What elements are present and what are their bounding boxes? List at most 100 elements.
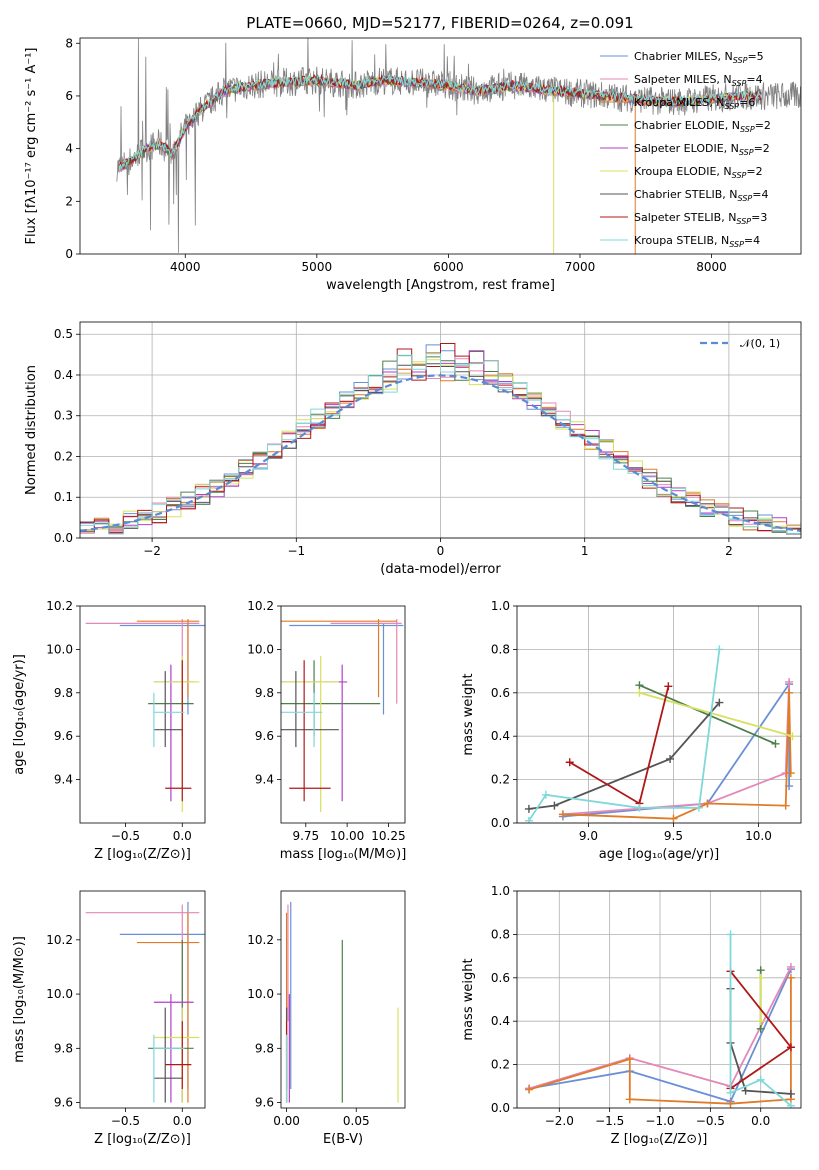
weight-marker	[715, 645, 724, 654]
legend-label: Kroupa ELODIE, NSSP=2	[634, 165, 763, 180]
legend-label: Chabrier MILES, NSSP=5	[634, 50, 764, 65]
legend-subscript: SSP	[736, 217, 751, 226]
legend-label: Kroupa STELIB, NSSP=4	[634, 234, 760, 249]
x-tick-label: 7000	[565, 260, 596, 274]
x-tick-label: 0.00	[273, 1114, 300, 1128]
weight-marker	[756, 1075, 765, 1084]
weight-marker	[786, 1043, 795, 1052]
y-tick-label: 9.6	[255, 1096, 274, 1110]
x-axis-label: wavelength [Angstrom, rest frame]	[326, 278, 555, 293]
y-tick-label: 9.8	[255, 686, 274, 700]
x-tick-label: 9.0	[579, 829, 598, 843]
weight-marker	[525, 1085, 534, 1094]
panel-residuals: −2 −1 0 1 2 0.0 0.1 0.2 0.3 0.4 0.5 (data-model)/er…	[24, 321, 802, 577]
legend-subscript: SSP	[740, 125, 755, 134]
weight-line-5	[528, 702, 721, 810]
y-tick-label: 1.0	[491, 884, 510, 898]
axes-frame	[280, 605, 406, 824]
weight-marker	[726, 1088, 735, 1097]
x-axis-label: age [log₁₀(age/yr)]	[599, 847, 720, 862]
panel-mass-age: 9.75 10.00 10.25 9.4 9.6 9.8 10.0 10.2 mass [log…	[247, 599, 406, 862]
legend-suffix: =5	[747, 50, 763, 63]
legend-suffix: =4	[744, 234, 760, 247]
legend-subscript: SSP	[732, 171, 747, 180]
legend-subscript: SSP	[738, 194, 753, 203]
legend-suffix: =3	[751, 211, 767, 224]
legend-suffix: =2	[754, 142, 770, 155]
legend-label: Chabrier ELODIE, NSSP=2	[634, 119, 771, 134]
panel-Z-age: −0.5 0.0 9.4 9.6 9.8 10.0 10.2 Z [log₁₀(Z/Z⊙)] a…	[12, 599, 206, 862]
figure-title: PLATE=0660, MJD=52177, FIBERID=0264, z=0…	[246, 14, 633, 32]
weight-marker	[664, 682, 673, 691]
weight-marker	[694, 803, 703, 812]
x-tick-label: 4000	[170, 260, 201, 274]
y-tick-label: 9.6	[54, 729, 73, 743]
y-tick-label: 9.8	[54, 686, 73, 700]
x-tick-label: 9.5	[664, 829, 683, 843]
weight-marker	[635, 688, 644, 697]
panel-spectrum: 4000 5000 6000 7000 8000 0 2 4 6 8 wavelength [Ang…	[24, 36, 802, 293]
x-axis-label: Z [log₁₀(Z/Z⊙)]	[94, 847, 191, 862]
y-tick-label: 0	[65, 247, 73, 261]
weight-marker	[703, 799, 712, 808]
plot-area-residuals	[80, 343, 801, 535]
y-axis-label: mass weight	[461, 958, 476, 1040]
y-tick-label: 0.2	[54, 449, 73, 463]
weight-line-2	[562, 692, 792, 820]
spectrum-legend: Chabrier MILES, NSSP=5 Salpeter MILES, NS…	[600, 50, 771, 249]
x-tick-label: −0.5	[696, 1114, 725, 1128]
y-tick-label: 0.8	[491, 927, 510, 941]
weight-marker	[715, 698, 724, 707]
weight-marker	[786, 1089, 795, 1098]
y-tick-label: 0.0	[491, 816, 510, 830]
plot-area-age-weight	[524, 645, 797, 823]
weight-marker	[524, 816, 533, 823]
legend-suffix: =4	[746, 73, 762, 86]
axes-frame	[280, 890, 406, 1109]
weight-marker	[756, 1024, 765, 1033]
weight-marker	[786, 973, 795, 982]
y-tick-label: 0.6	[491, 971, 510, 985]
y-tick-label: 0.8	[491, 642, 510, 656]
weight-marker	[741, 1086, 750, 1095]
x-tick-label: 6000	[433, 260, 464, 274]
legend-subscript: SSP	[739, 148, 754, 157]
weight-marker	[756, 1017, 765, 1026]
y-tick-label: 10.0	[247, 642, 274, 656]
x-tick-label: −2	[143, 544, 161, 558]
plot-area-ebv-mass	[285, 901, 399, 1103]
y-tick-label: 0.4	[491, 1014, 510, 1028]
weight-marker	[756, 966, 765, 975]
weight-marker	[781, 801, 790, 810]
legend-subscript: SSP	[732, 79, 747, 88]
y-tick-label: 0.6	[491, 686, 510, 700]
x-tick-label: 1	[581, 544, 589, 558]
axes-frame	[516, 605, 802, 824]
x-tick-label: 0.0	[751, 1114, 770, 1128]
y-axis-label: mass weight	[461, 673, 476, 755]
weight-marker	[565, 758, 574, 767]
y-tick-label: 10.2	[46, 599, 73, 613]
panel-age-weight: 9.0 9.5 10.0 0.0 0.2 0.4 0.6 0.8 1.0 age [log₁₀(a…	[461, 599, 802, 862]
y-tick-label: 0.5	[54, 327, 73, 341]
weight-marker	[756, 973, 765, 982]
weight-marker	[666, 754, 675, 763]
weight-marker	[558, 810, 567, 819]
weight-marker	[786, 769, 795, 778]
legend-label: 𝒩(0, 1)	[740, 337, 780, 350]
x-tick-label: 10.0	[745, 829, 772, 843]
legend-label: Salpeter ELODIE, NSSP=2	[634, 142, 770, 157]
y-tick-label: 9.4	[255, 773, 274, 787]
y-tick-label: 2	[65, 194, 73, 208]
y-tick-label: 8	[65, 36, 73, 50]
weight-line-2	[528, 977, 792, 1105]
x-axis-label: Z [log₁₀(Z/Z⊙)]	[94, 1132, 191, 1147]
x-tick-label: 8000	[696, 260, 727, 274]
y-tick-label: 9.4	[54, 773, 73, 787]
x-tick-label: 0.0	[173, 1114, 192, 1128]
axes-frame	[79, 605, 206, 824]
weight-marker	[550, 801, 559, 810]
legend-label: Salpeter STELIB, NSSP=3	[634, 211, 767, 226]
y-tick-label: 10.0	[247, 987, 274, 1001]
